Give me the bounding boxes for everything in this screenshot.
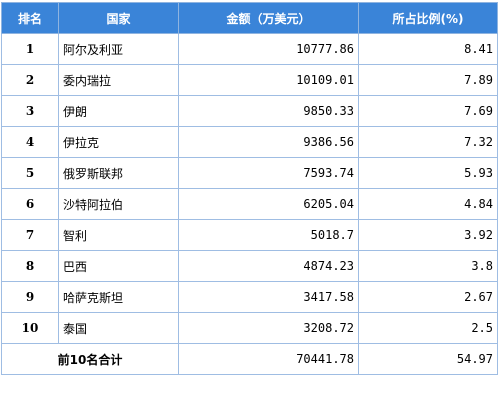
rank-cell: 10 xyxy=(1,312,59,344)
amount-cell: 3208.72 xyxy=(178,312,359,344)
table-row: 8 巴西 4874.23 3.8 xyxy=(1,250,498,282)
rank-cell: 9 xyxy=(1,281,59,313)
country-cell: 巴西 xyxy=(58,250,179,282)
table-row: 9 哈萨克斯坦 3417.58 2.67 xyxy=(1,281,498,313)
rank-cell: 4 xyxy=(1,126,59,158)
header-row: 排名 国家 金额（万美元） 所占比例(%) xyxy=(1,2,498,34)
amount-cell: 10777.86 xyxy=(178,33,359,65)
share-cell: 2.67 xyxy=(358,281,498,313)
share-cell: 7.32 xyxy=(358,126,498,158)
table-header: 排名 国家 金额（万美元） 所占比例(%) xyxy=(1,2,498,34)
ranking-table: 排名 国家 金额（万美元） 所占比例(%) 1 阿尔及利亚 10777.86 8… xyxy=(1,2,498,375)
total-share: 54.97 xyxy=(358,343,498,375)
amount-cell: 4874.23 xyxy=(178,250,359,282)
country-cell: 俄罗斯联邦 xyxy=(58,157,179,189)
amount-cell: 7593.74 xyxy=(178,157,359,189)
share-cell: 3.92 xyxy=(358,219,498,251)
header-amount: 金额（万美元） xyxy=(178,2,359,34)
table-row: 3 伊朗 9850.33 7.69 xyxy=(1,95,498,127)
rank-cell: 3 xyxy=(1,95,59,127)
amount-cell: 9386.56 xyxy=(178,126,359,158)
country-cell: 伊拉克 xyxy=(58,126,179,158)
country-cell: 伊朗 xyxy=(58,95,179,127)
table-row: 7 智利 5018.7 3.92 xyxy=(1,219,498,251)
country-cell: 泰国 xyxy=(58,312,179,344)
total-label: 前10名合计 xyxy=(1,343,179,375)
country-cell: 委内瑞拉 xyxy=(58,64,179,96)
share-cell: 7.89 xyxy=(358,64,498,96)
country-cell: 哈萨克斯坦 xyxy=(58,281,179,313)
header-country: 国家 xyxy=(58,2,179,34)
amount-cell: 6205.04 xyxy=(178,188,359,220)
table-row: 1 阿尔及利亚 10777.86 8.41 xyxy=(1,33,498,65)
share-cell: 7.69 xyxy=(358,95,498,127)
share-cell: 8.41 xyxy=(358,33,498,65)
share-cell: 3.8 xyxy=(358,250,498,282)
total-row: 前10名合计 70441.78 54.97 xyxy=(1,343,498,375)
amount-cell: 10109.01 xyxy=(178,64,359,96)
country-cell: 沙特阿拉伯 xyxy=(58,188,179,220)
table-footer: 前10名合计 70441.78 54.97 xyxy=(1,343,498,375)
rank-cell: 8 xyxy=(1,250,59,282)
rank-cell: 1 xyxy=(1,33,59,65)
table-row: 5 俄罗斯联邦 7593.74 5.93 xyxy=(1,157,498,189)
table-row: 10 泰国 3208.72 2.5 xyxy=(1,312,498,344)
table-row: 2 委内瑞拉 10109.01 7.89 xyxy=(1,64,498,96)
country-cell: 阿尔及利亚 xyxy=(58,33,179,65)
amount-cell: 3417.58 xyxy=(178,281,359,313)
table-row: 6 沙特阿拉伯 6205.04 4.84 xyxy=(1,188,498,220)
amount-cell: 9850.33 xyxy=(178,95,359,127)
table-row: 4 伊拉克 9386.56 7.32 xyxy=(1,126,498,158)
share-cell: 5.93 xyxy=(358,157,498,189)
header-share: 所占比例(%) xyxy=(358,2,498,34)
total-amount: 70441.78 xyxy=(178,343,359,375)
rank-cell: 5 xyxy=(1,157,59,189)
share-cell: 2.5 xyxy=(358,312,498,344)
rank-cell: 2 xyxy=(1,64,59,96)
header-rank: 排名 xyxy=(1,2,59,34)
country-cell: 智利 xyxy=(58,219,179,251)
rank-cell: 6 xyxy=(1,188,59,220)
table-body: 1 阿尔及利亚 10777.86 8.41 2 委内瑞拉 10109.01 7.… xyxy=(1,33,498,344)
amount-cell: 5018.7 xyxy=(178,219,359,251)
share-cell: 4.84 xyxy=(358,188,498,220)
rank-cell: 7 xyxy=(1,219,59,251)
